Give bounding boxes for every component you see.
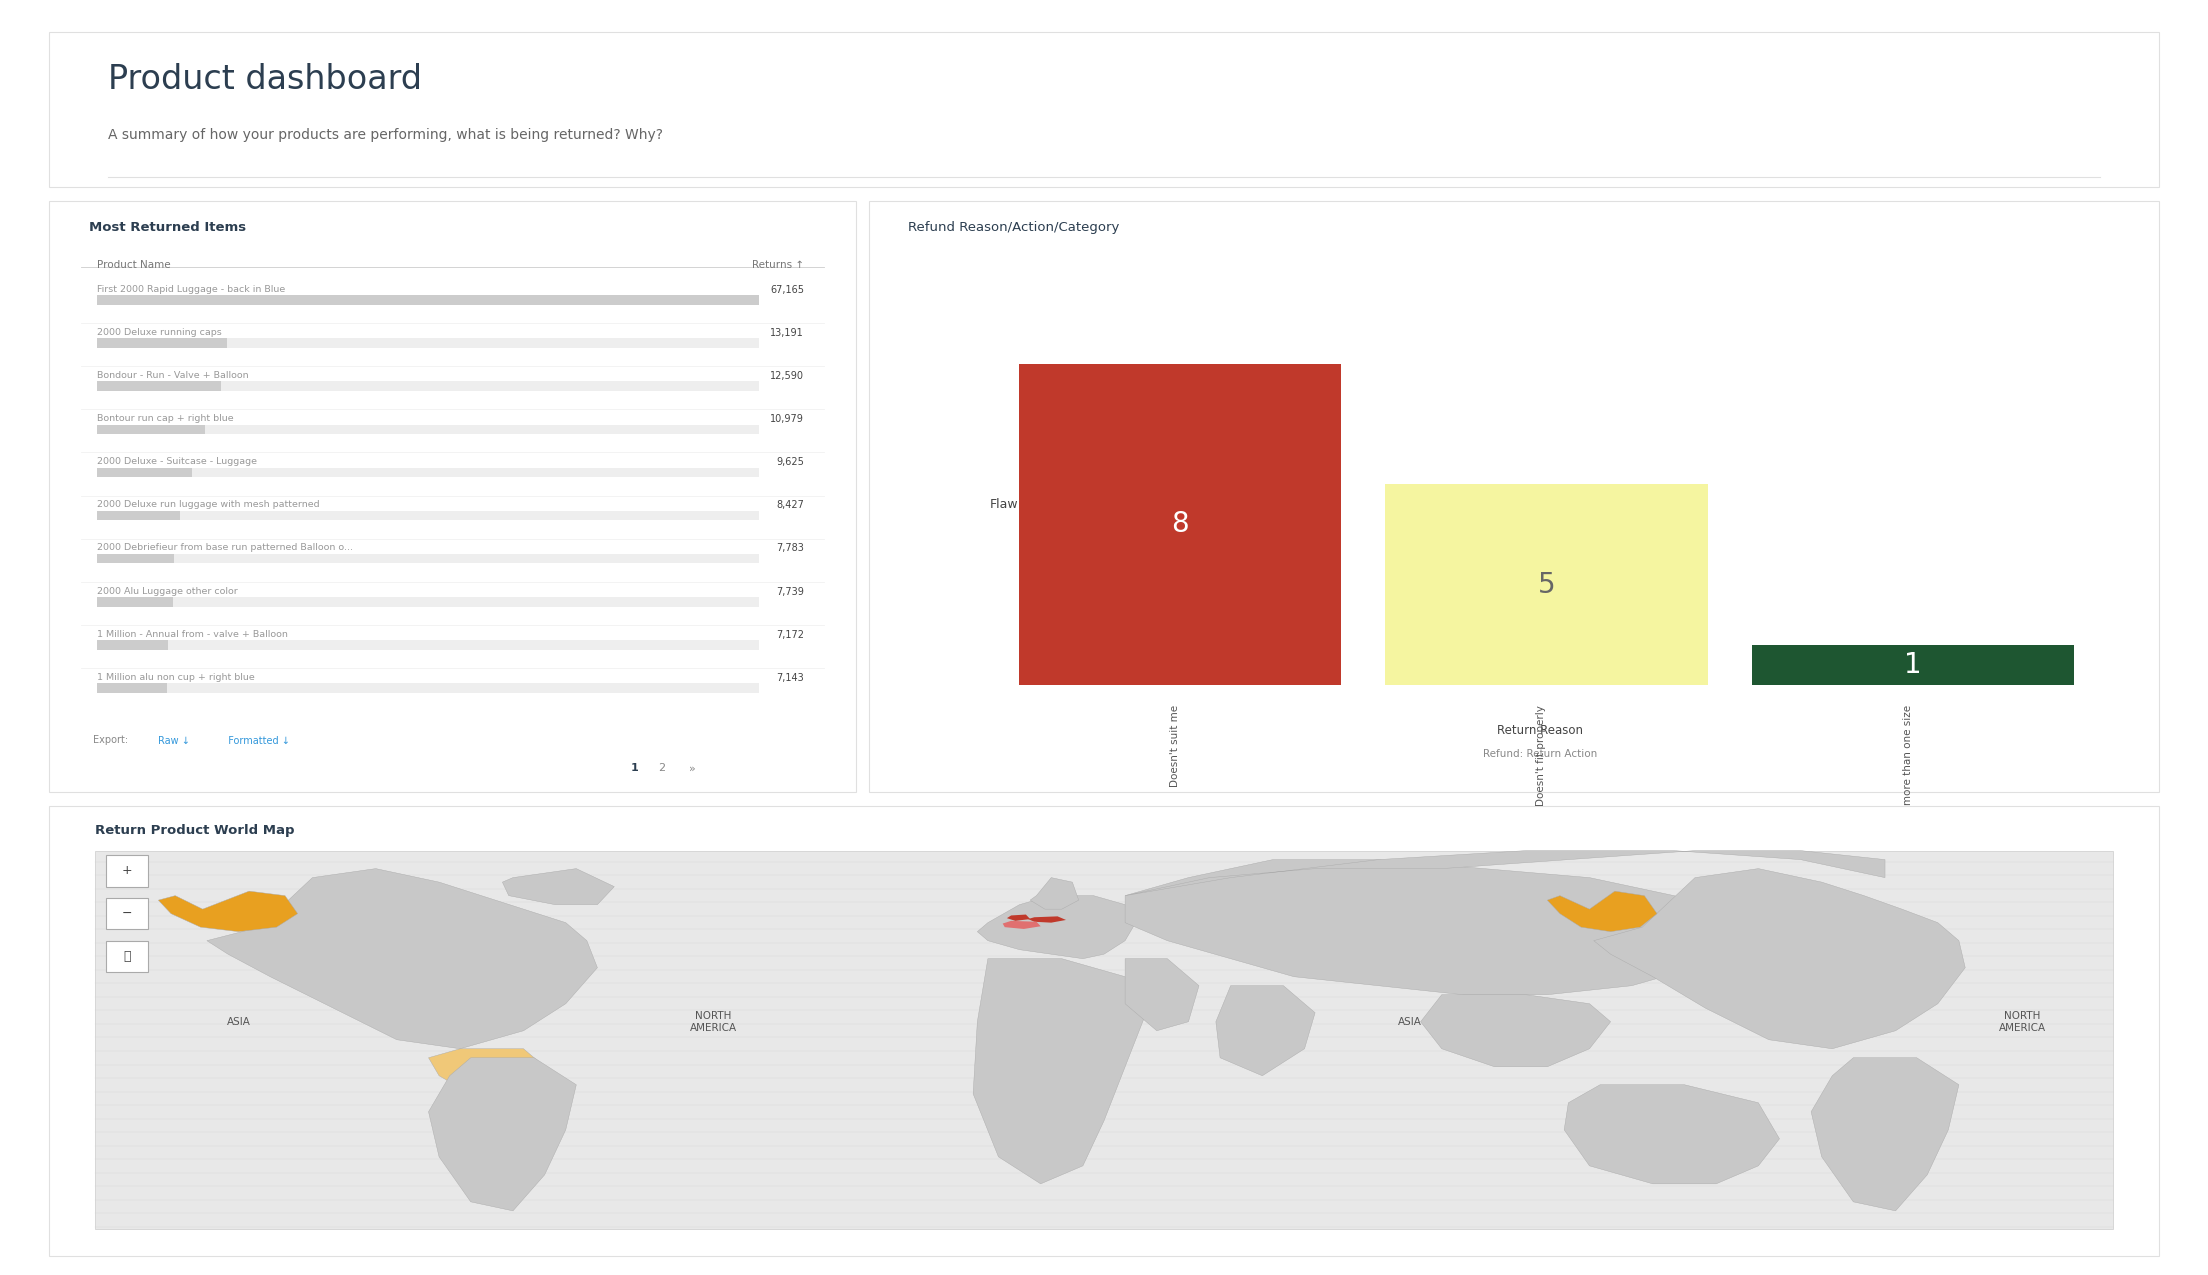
Text: NORTH
AMERICA: NORTH AMERICA [1998,1011,2047,1033]
Bar [97,640,168,650]
Text: Refund: Return Action: Refund: Return Action [1484,750,1596,759]
Text: +: + [121,864,132,877]
Polygon shape [503,868,614,905]
Text: Return Reason: Return Reason [1497,724,1583,737]
Text: Return Product World Map: Return Product World Map [95,824,294,836]
Polygon shape [1563,1085,1780,1183]
Text: 12,590: 12,590 [771,371,804,381]
Text: Bondour - Run - Valve + Balloon: Bondour - Run - Valve + Balloon [97,371,250,380]
FancyBboxPatch shape [49,200,857,792]
Text: Returns ↑: Returns ↑ [751,260,804,270]
Bar [97,640,760,650]
Text: Raw ↓: Raw ↓ [157,736,190,746]
Bar [97,296,760,305]
Bar [97,555,760,564]
Bar [97,296,760,305]
Polygon shape [1811,1058,1958,1211]
Text: Export:: Export: [93,736,128,746]
Text: 2000 Deluxe running caps: 2000 Deluxe running caps [97,328,221,337]
Polygon shape [978,895,1135,959]
Bar [97,511,760,520]
Text: Product Name: Product Name [97,260,170,270]
Bar [97,511,181,520]
Polygon shape [1002,921,1040,929]
Text: 1 Million - Annual from - valve + Balloon: 1 Million - Annual from - valve + Balloo… [97,630,287,639]
FancyBboxPatch shape [49,32,2159,186]
Polygon shape [1126,850,1886,895]
Bar [97,597,174,607]
Text: 7,783: 7,783 [775,543,804,553]
Text: Refund Reason/Action/Category: Refund Reason/Action/Category [907,222,1119,235]
Polygon shape [1674,914,1705,950]
Bar [97,683,760,692]
Bar [97,555,174,564]
Text: First 2000 Rapid Luggage - back in Blue: First 2000 Rapid Luggage - back in Blue [97,284,285,293]
Text: Bontour run cap + right blue: Bontour run cap + right blue [97,414,234,423]
Bar [95,850,2113,1229]
Polygon shape [1126,959,1199,1030]
Text: 2000 Debriefieur from base run patterned Balloon o...: 2000 Debriefieur from base run patterned… [97,543,353,552]
Polygon shape [1029,917,1066,923]
Polygon shape [208,868,598,1049]
Text: 2000 Alu Luggage other color: 2000 Alu Luggage other color [97,586,238,595]
Text: 67,165: 67,165 [771,284,804,295]
Bar [97,683,168,692]
Text: 2000 Deluxe run luggage with mesh patterned: 2000 Deluxe run luggage with mesh patter… [97,500,320,509]
Polygon shape [159,891,298,932]
Text: 7,143: 7,143 [777,673,804,683]
Polygon shape [1217,986,1316,1076]
FancyBboxPatch shape [49,806,2159,1256]
Text: Most Returned Items: Most Returned Items [88,222,245,235]
FancyBboxPatch shape [870,200,2159,792]
Bar [106,898,148,929]
Text: 1: 1 [629,764,638,773]
Text: 10,979: 10,979 [771,414,804,425]
Bar [97,381,221,391]
Bar [97,381,760,391]
Bar [106,941,148,973]
Bar [97,597,760,607]
Text: 2000 Deluxe - Suitcase - Luggage: 2000 Deluxe - Suitcase - Luggage [97,458,256,467]
Text: NORTH
AMERICA: NORTH AMERICA [689,1011,737,1033]
Text: ASIA: ASIA [227,1016,250,1026]
Text: 7,172: 7,172 [775,630,804,640]
Text: Formatted ↓: Formatted ↓ [223,736,289,746]
Polygon shape [428,1049,545,1098]
Bar [97,468,760,477]
Text: ⎕: ⎕ [124,950,130,963]
Polygon shape [1594,868,1965,1049]
Text: −: − [121,907,132,921]
Text: Product dashboard: Product dashboard [108,62,422,96]
Text: 2: 2 [658,764,665,773]
Bar [97,468,192,477]
Polygon shape [1548,891,1656,932]
Text: 7,739: 7,739 [775,586,804,597]
Polygon shape [1126,859,1738,994]
Bar [106,856,148,886]
Polygon shape [428,1058,576,1211]
Text: 1 Million alu non cup + right blue: 1 Million alu non cup + right blue [97,673,254,682]
Text: 9,625: 9,625 [775,458,804,467]
Bar [97,338,227,348]
Polygon shape [1007,914,1031,921]
Bar [97,338,760,348]
Text: A summary of how your products are performing, what is being returned? Why?: A summary of how your products are perfo… [108,128,662,142]
Polygon shape [974,959,1146,1183]
Text: ASIA: ASIA [1398,1016,1422,1026]
Text: »: » [689,764,696,773]
Polygon shape [1420,994,1610,1067]
Text: 13,191: 13,191 [771,328,804,338]
Bar [97,425,205,434]
Text: 8,427: 8,427 [775,500,804,510]
Polygon shape [1031,877,1080,909]
Bar [97,425,760,434]
